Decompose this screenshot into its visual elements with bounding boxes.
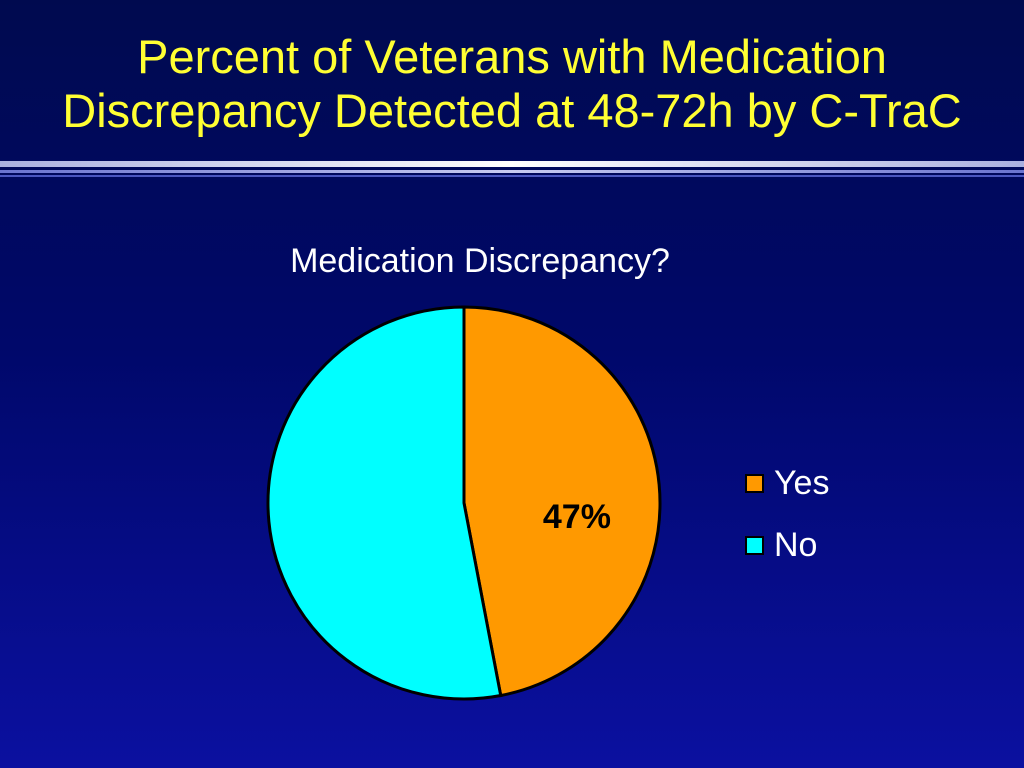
legend-label-yes: Yes [774,463,830,502]
legend-item-yes: Yes [745,452,829,514]
chart-title: Medication Discrepancy? [290,242,670,280]
title-divider-bottom [0,170,1024,173]
chart-legend: Yes No [745,452,829,576]
legend-item-no: No [745,514,829,576]
data-label-yes: 47% [543,498,611,536]
slide-title: Percent of Veterans with Medication Disc… [0,30,1024,138]
legend-label-no: No [774,525,818,564]
legend-swatch-yes [745,473,764,493]
pie-slice-no [266,305,503,701]
title-divider-top [0,161,1024,167]
title-divider-bottom-2 [0,175,1024,177]
slide-title-line-1: Percent of Veterans with Medication [137,30,887,83]
legend-swatch-no [745,535,764,555]
slide-title-line-2: Discrepancy Detected at 48-72h by C-TraC [62,84,962,137]
pie-slice-yes [462,305,662,698]
